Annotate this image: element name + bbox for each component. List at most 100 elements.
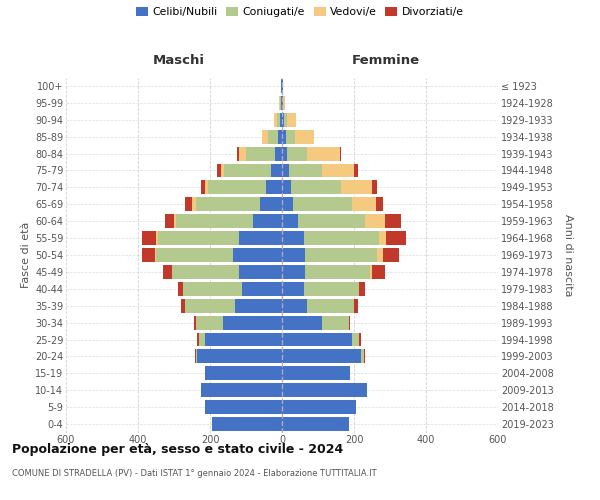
- Bar: [239, 231, 282, 245]
- Bar: [142, 248, 155, 262]
- Bar: [361, 350, 364, 364]
- Bar: [246, 146, 275, 160]
- Bar: [212, 417, 282, 431]
- Bar: [379, 231, 386, 245]
- Bar: [156, 231, 158, 245]
- Bar: [163, 265, 172, 279]
- Bar: [282, 366, 350, 380]
- Bar: [235, 299, 282, 312]
- Bar: [183, 282, 242, 296]
- Bar: [197, 332, 199, 346]
- Bar: [298, 214, 365, 228]
- Bar: [199, 332, 205, 346]
- Bar: [196, 198, 260, 211]
- Bar: [365, 214, 385, 228]
- Bar: [377, 248, 383, 262]
- Y-axis label: Anni di nascita: Anni di nascita: [563, 214, 573, 296]
- Bar: [275, 146, 282, 160]
- Text: Popolazione per età, sesso e stato civile - 2024: Popolazione per età, sesso e stato civil…: [12, 442, 343, 456]
- Bar: [156, 248, 233, 262]
- Bar: [304, 282, 359, 296]
- Bar: [196, 350, 197, 364]
- Bar: [282, 316, 322, 330]
- Bar: [282, 146, 287, 160]
- Bar: [282, 417, 349, 431]
- Bar: [268, 130, 278, 143]
- Bar: [286, 130, 295, 143]
- Bar: [233, 248, 282, 262]
- Bar: [282, 96, 283, 110]
- Bar: [282, 130, 286, 143]
- Bar: [307, 299, 354, 312]
- Bar: [201, 384, 282, 397]
- Bar: [185, 198, 192, 211]
- Bar: [305, 265, 370, 279]
- Bar: [208, 180, 266, 194]
- Bar: [271, 164, 282, 177]
- Bar: [282, 164, 289, 177]
- Bar: [370, 265, 372, 279]
- Bar: [385, 214, 401, 228]
- Bar: [253, 214, 282, 228]
- Bar: [354, 299, 358, 312]
- Bar: [142, 231, 156, 245]
- Bar: [194, 316, 196, 330]
- Bar: [224, 164, 271, 177]
- Bar: [205, 180, 208, 194]
- Bar: [280, 96, 281, 110]
- Bar: [282, 282, 304, 296]
- Bar: [282, 198, 293, 211]
- Bar: [305, 248, 377, 262]
- Text: Femmine: Femmine: [352, 54, 420, 67]
- Bar: [260, 198, 282, 211]
- Bar: [372, 265, 385, 279]
- Bar: [181, 299, 185, 312]
- Bar: [282, 248, 305, 262]
- Bar: [185, 299, 235, 312]
- Bar: [262, 130, 268, 143]
- Bar: [278, 130, 282, 143]
- Bar: [201, 180, 205, 194]
- Bar: [192, 198, 196, 211]
- Bar: [237, 146, 239, 160]
- Bar: [282, 265, 305, 279]
- Bar: [274, 113, 277, 126]
- Legend: Celibi/Nubili, Coniugati/e, Vedovi/e, Divorziati/e: Celibi/Nubili, Coniugati/e, Vedovi/e, Di…: [132, 3, 468, 22]
- Bar: [359, 332, 361, 346]
- Bar: [359, 282, 365, 296]
- Text: COMUNE DI STRADELLA (PV) - Dati ISTAT 1° gennaio 2024 - Elaborazione TUTTITALIA.: COMUNE DI STRADELLA (PV) - Dati ISTAT 1°…: [12, 469, 377, 478]
- Bar: [340, 146, 341, 160]
- Bar: [322, 164, 354, 177]
- Bar: [195, 350, 196, 364]
- Bar: [352, 198, 376, 211]
- Bar: [282, 231, 304, 245]
- Bar: [282, 400, 356, 414]
- Bar: [284, 113, 287, 126]
- Bar: [165, 214, 174, 228]
- Bar: [281, 96, 282, 110]
- Bar: [178, 282, 183, 296]
- Bar: [383, 248, 399, 262]
- Bar: [282, 214, 298, 228]
- Bar: [174, 214, 176, 228]
- Bar: [372, 180, 377, 194]
- Bar: [349, 316, 350, 330]
- Text: Maschi: Maschi: [152, 54, 205, 67]
- Bar: [279, 96, 280, 110]
- Bar: [282, 384, 367, 397]
- Bar: [364, 350, 365, 364]
- Bar: [322, 316, 349, 330]
- Bar: [291, 180, 341, 194]
- Bar: [223, 316, 282, 330]
- Bar: [280, 113, 282, 126]
- Bar: [283, 96, 285, 110]
- Bar: [352, 332, 359, 346]
- Bar: [242, 282, 282, 296]
- Bar: [239, 265, 282, 279]
- Bar: [197, 350, 282, 364]
- Bar: [155, 248, 156, 262]
- Bar: [282, 79, 283, 93]
- Bar: [282, 113, 284, 126]
- Bar: [307, 146, 340, 160]
- Bar: [376, 198, 383, 211]
